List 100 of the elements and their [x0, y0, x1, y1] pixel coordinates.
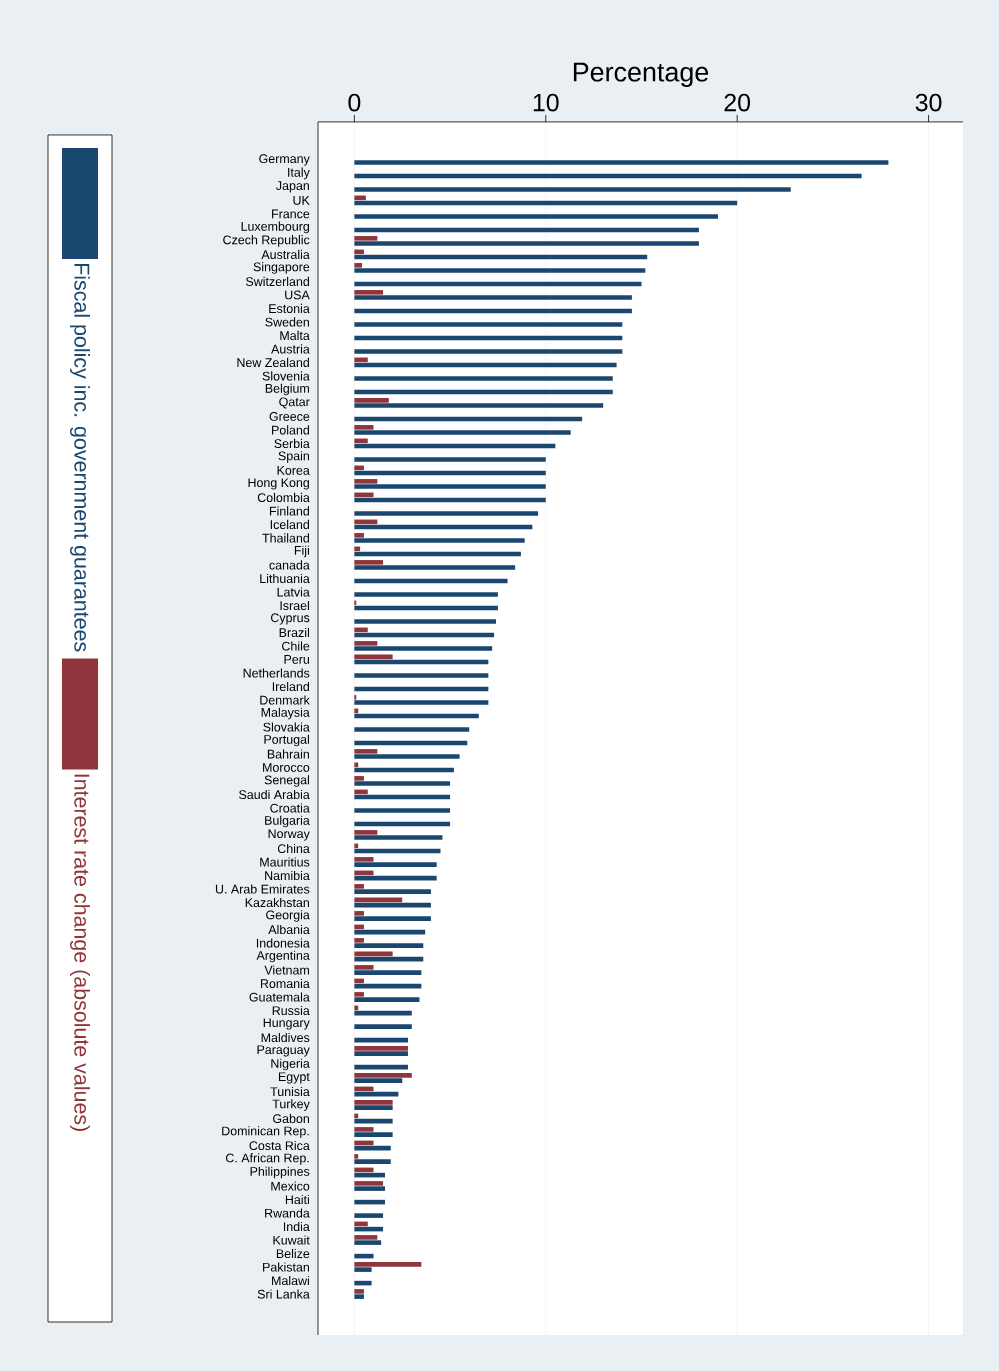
bar — [354, 546, 361, 552]
y-tick-label: Finland — [269, 506, 309, 516]
bar — [354, 776, 364, 781]
y-tick-label: Qatar — [279, 397, 310, 409]
y-tick-label: Haiti — [285, 1194, 309, 1205]
y-tick-label: Russia — [272, 1005, 310, 1016]
bar — [354, 1267, 372, 1272]
y-tick-label: Italy — [288, 167, 310, 180]
bar — [354, 916, 431, 921]
bar — [354, 830, 378, 835]
y-tick-label: Nigeria — [271, 1058, 310, 1071]
bar — [354, 1159, 391, 1164]
bar — [354, 641, 378, 646]
y-tick-label: Romania — [260, 978, 310, 989]
bar — [354, 465, 364, 471]
y-tick-label: Vietnam — [264, 965, 309, 975]
bar — [354, 1253, 374, 1259]
bar — [354, 484, 546, 489]
y-tick-label: Argentina — [256, 950, 310, 963]
y-tick-label: Philippines — [250, 1166, 310, 1179]
y-tick-label: Turkey — [272, 1099, 310, 1111]
y-tick-label: Singapore — [253, 262, 310, 274]
bar — [354, 619, 497, 624]
bar — [354, 357, 368, 363]
y-tick-label: Brazil — [279, 627, 309, 638]
y-tick-label: Spain — [278, 451, 309, 463]
bar — [354, 438, 368, 444]
y-tick-label: Germany — [259, 154, 310, 166]
bar — [354, 1105, 393, 1110]
y-tick-label: Sri Lanka — [257, 1289, 310, 1299]
y-tick-label: Israel — [280, 600, 309, 611]
y-tick-label: Mauritius — [260, 857, 310, 867]
x-tick-label: 10 — [533, 93, 559, 112]
bar — [354, 1046, 408, 1051]
bar — [354, 1132, 393, 1137]
y-tick-label: Czech Republic — [223, 235, 310, 247]
bar — [354, 376, 613, 381]
bar — [354, 789, 368, 795]
bar — [354, 1154, 359, 1159]
bar — [354, 1100, 393, 1105]
y-tick-label: Japan — [276, 181, 309, 193]
y-tick-label: Hong Kong — [248, 478, 309, 490]
bar — [354, 565, 516, 570]
y-tick-label: Slovenia — [262, 371, 310, 381]
y-tick-label: Pakistan — [263, 1262, 309, 1272]
bar — [354, 533, 364, 538]
y-tick-label: Tunisia — [270, 1086, 310, 1097]
bar — [354, 592, 498, 597]
bar — [354, 965, 374, 970]
y-tick-label: Serbia — [274, 438, 310, 449]
x-tick-label: 0 — [348, 93, 361, 112]
bar — [354, 1140, 374, 1146]
bar — [354, 889, 431, 894]
bar — [354, 195, 366, 201]
y-tick-label: Fiji — [294, 545, 309, 558]
bar — [354, 1186, 385, 1191]
bar — [354, 911, 364, 916]
y-tick-label: Austria — [271, 344, 310, 354]
y-tick-label: Morocco — [263, 763, 310, 772]
bar — [354, 938, 364, 943]
bar — [354, 781, 451, 786]
y-tick-label: Lithuania — [260, 573, 310, 584]
bar — [354, 835, 443, 840]
bar — [354, 187, 791, 192]
y-tick-label: Iceland — [270, 519, 309, 530]
bar — [354, 1280, 372, 1286]
y-tick-label: Sweden — [265, 317, 309, 327]
y-tick-label: Kazakhstan — [245, 897, 309, 908]
y-tick-label: canada — [269, 560, 310, 570]
bar — [354, 457, 546, 462]
bar — [354, 884, 364, 889]
y-tick-label: Latvia — [277, 587, 310, 597]
x-tick-label: 30 — [915, 93, 942, 112]
bar — [354, 1262, 422, 1267]
y-tick-label: Chile — [282, 641, 310, 651]
bar — [354, 425, 374, 430]
bar — [354, 992, 364, 997]
bar — [354, 646, 493, 651]
text: Interest rate change (absolute values) — [70, 774, 90, 1131]
bar — [354, 700, 489, 705]
bar — [354, 430, 571, 435]
y-tick-label: Korea — [277, 466, 310, 475]
bar — [354, 627, 368, 633]
y-tick-label: Luxembourg — [241, 221, 309, 234]
bar — [354, 673, 489, 678]
y-tick-label: France — [272, 209, 310, 219]
bar — [354, 398, 389, 403]
y-tick-label: Saudi Arabia — [239, 789, 310, 800]
y-tick-label: Estonia — [269, 303, 310, 314]
y-tick-label: Thailand — [262, 533, 309, 543]
y-tick-label: Egypt — [278, 1072, 310, 1084]
bar — [354, 1294, 364, 1299]
y-tick-label: Malaysia — [261, 707, 310, 720]
bar — [354, 403, 604, 408]
y-tick-label: Paraguay — [257, 1045, 310, 1057]
y-tick-label: Belgium — [265, 383, 309, 396]
bar — [354, 727, 470, 732]
y-tick-label: Netherlands — [243, 668, 310, 678]
bar — [354, 870, 374, 876]
bar — [354, 808, 451, 813]
